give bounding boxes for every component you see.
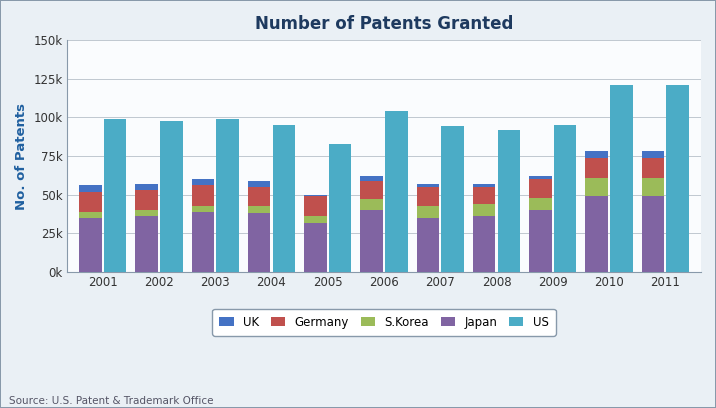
Bar <box>192 206 214 212</box>
Bar <box>79 192 102 212</box>
Bar <box>473 184 495 187</box>
Bar <box>135 184 158 190</box>
Bar <box>79 186 102 192</box>
Bar <box>529 176 551 179</box>
Bar <box>248 213 271 272</box>
Bar <box>304 195 326 196</box>
Bar <box>329 144 352 272</box>
Bar <box>642 196 664 272</box>
Bar <box>586 157 608 178</box>
Bar <box>441 126 464 272</box>
Bar <box>642 157 664 178</box>
Bar <box>304 222 326 272</box>
Bar <box>192 186 214 206</box>
Bar <box>304 216 326 222</box>
Bar <box>135 216 158 272</box>
Bar <box>160 121 183 272</box>
Bar <box>610 85 633 272</box>
Bar <box>473 216 495 272</box>
Bar <box>273 125 295 272</box>
Bar <box>642 178 664 196</box>
Bar <box>642 151 664 157</box>
Bar <box>248 206 271 213</box>
Bar <box>473 187 495 204</box>
Bar <box>304 196 326 216</box>
Bar <box>417 187 439 206</box>
Bar <box>586 151 608 157</box>
Bar <box>385 111 407 272</box>
Bar <box>360 181 383 200</box>
Bar <box>248 181 271 187</box>
Bar <box>586 196 608 272</box>
Bar <box>529 210 551 272</box>
Bar <box>417 206 439 218</box>
Bar <box>360 210 383 272</box>
Bar <box>417 218 439 272</box>
Text: Source: U.S. Patent & Trademark Office: Source: U.S. Patent & Trademark Office <box>9 396 213 406</box>
Bar <box>529 198 551 210</box>
Bar <box>554 125 576 272</box>
Bar <box>498 130 520 272</box>
Bar <box>79 212 102 218</box>
Bar <box>529 179 551 198</box>
Bar <box>586 178 608 196</box>
Bar <box>135 210 158 216</box>
Bar <box>79 218 102 272</box>
Bar <box>135 190 158 210</box>
Bar <box>216 119 239 272</box>
Bar <box>248 187 271 206</box>
Bar <box>473 204 495 216</box>
Bar <box>360 176 383 181</box>
Bar <box>192 179 214 186</box>
Bar <box>360 200 383 210</box>
Legend: UK, Germany, S.Korea, Japan, US: UK, Germany, S.Korea, Japan, US <box>213 308 556 336</box>
Bar <box>192 212 214 272</box>
Bar <box>667 85 689 272</box>
Title: Number of Patents Granted: Number of Patents Granted <box>255 15 513 33</box>
Bar <box>417 184 439 187</box>
Y-axis label: No. of Patents: No. of Patents <box>15 102 28 210</box>
Bar <box>104 119 127 272</box>
